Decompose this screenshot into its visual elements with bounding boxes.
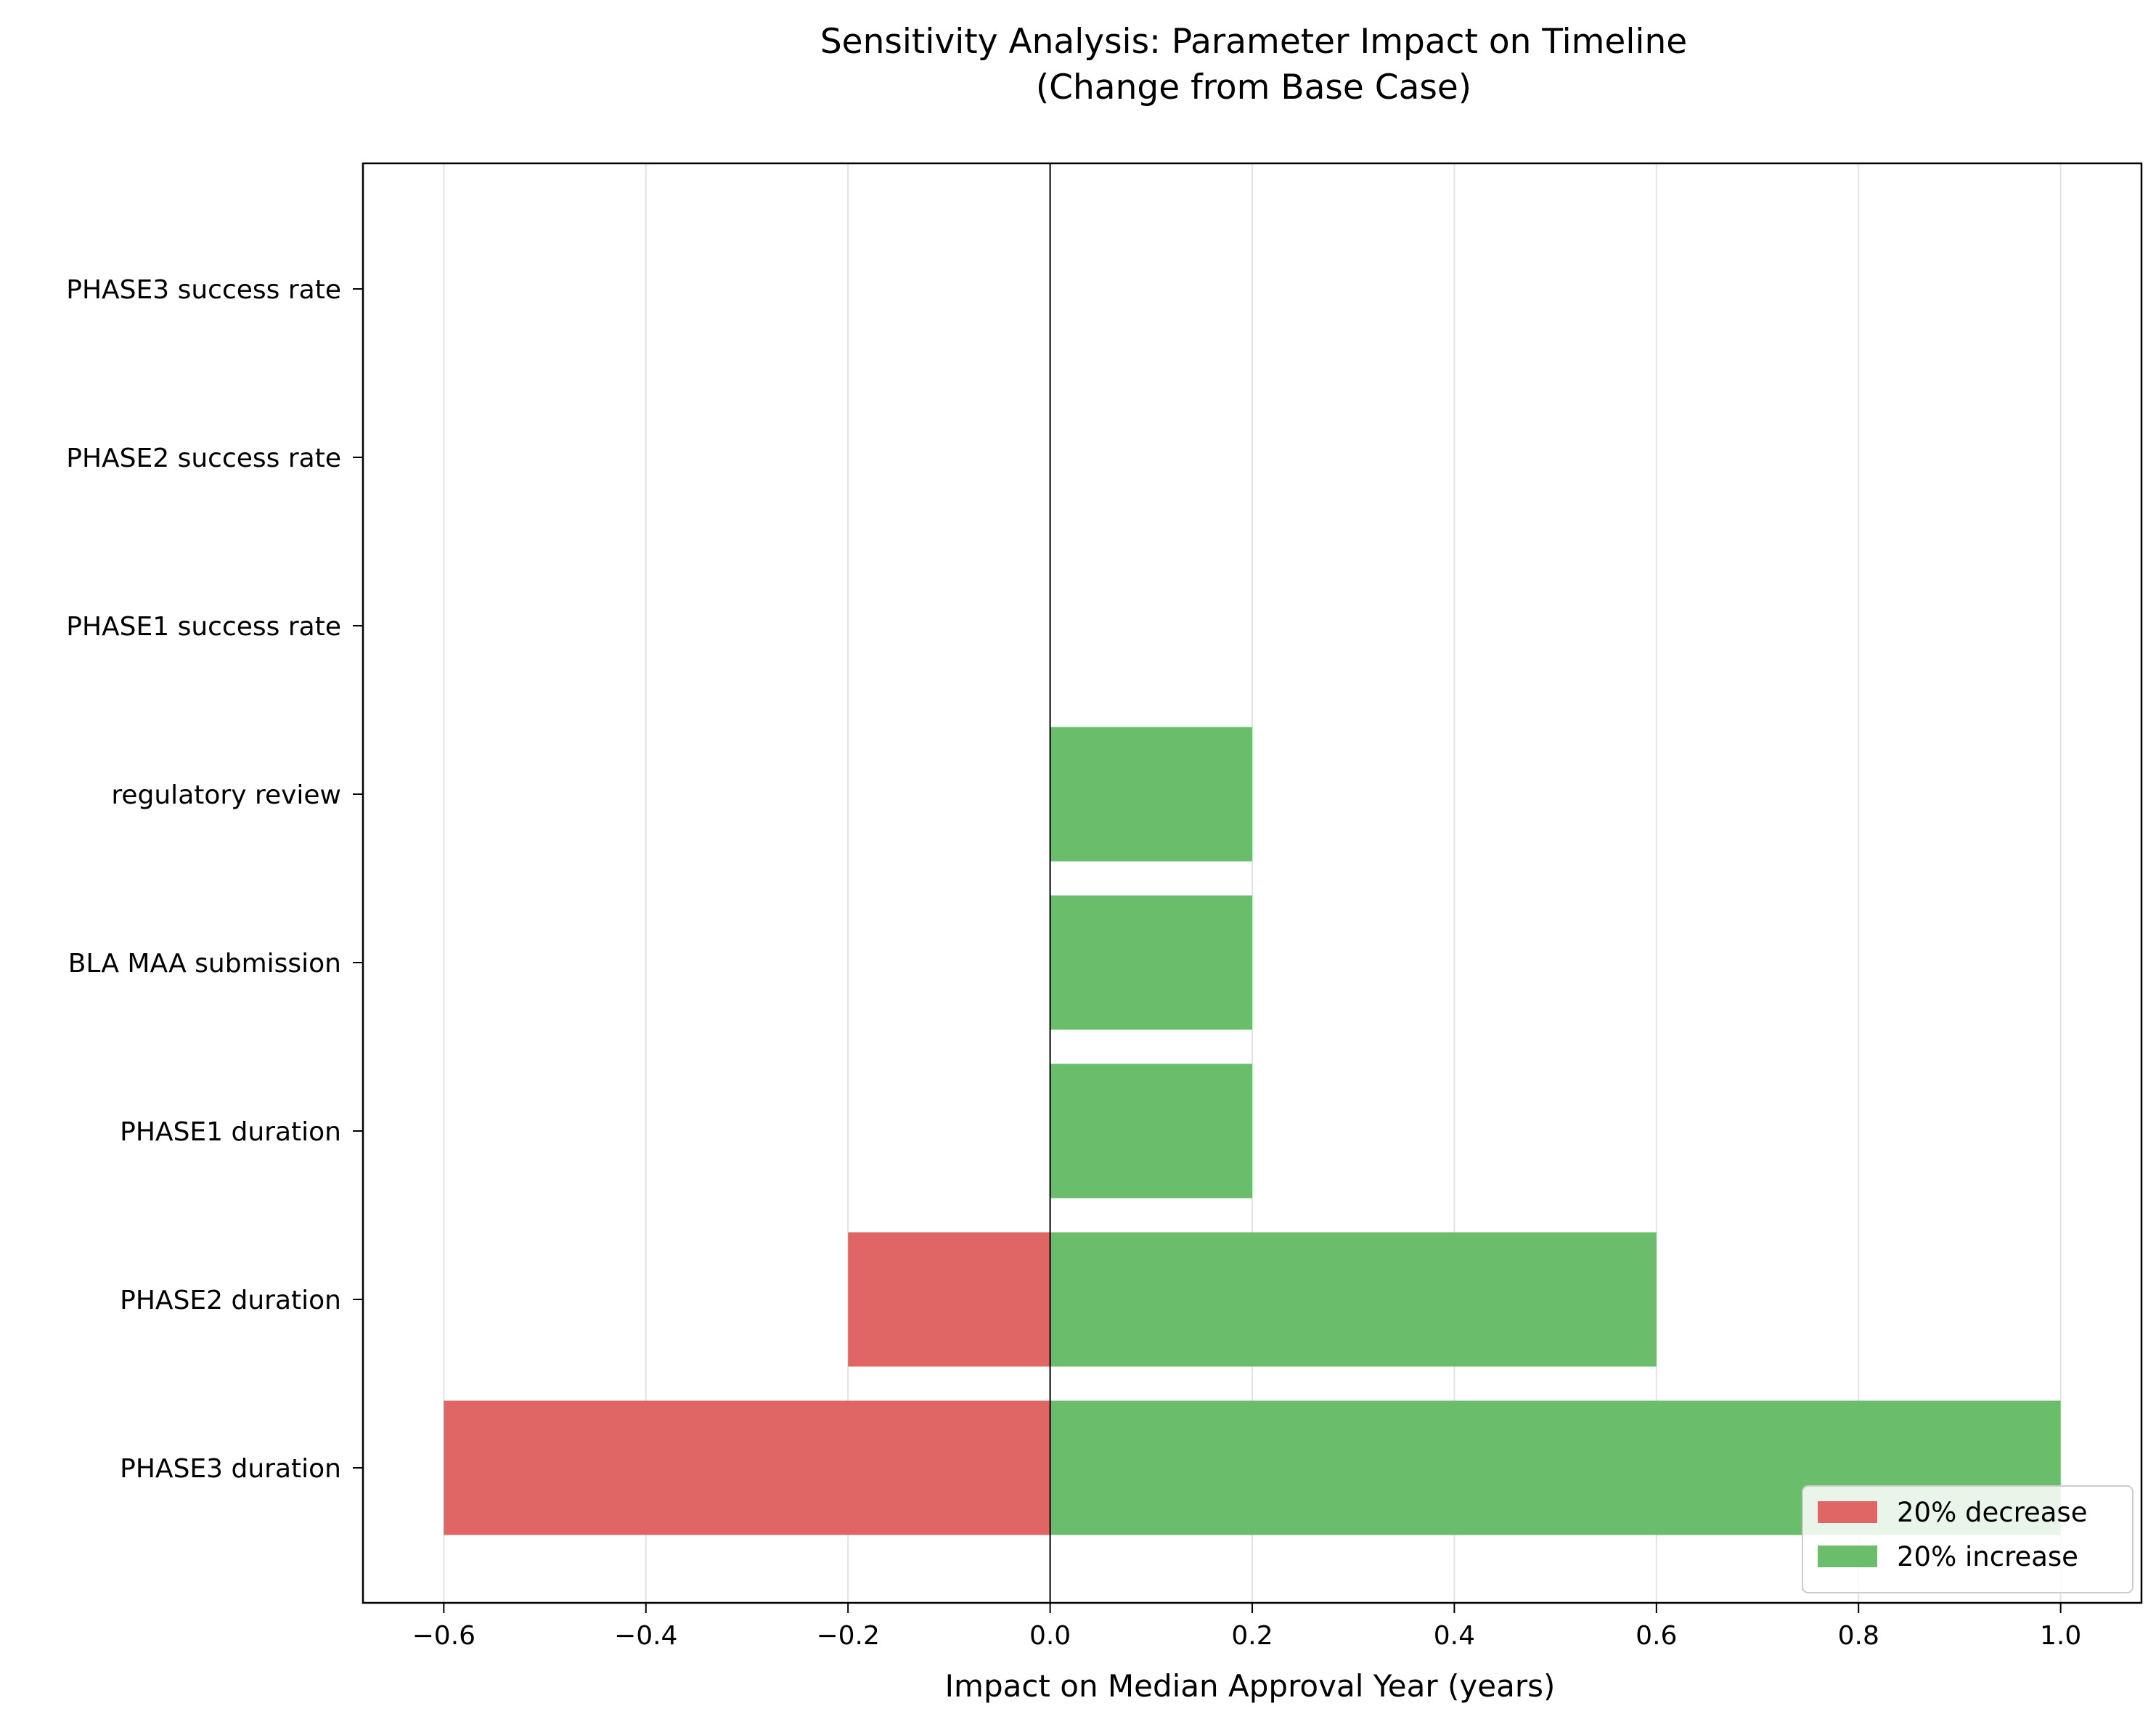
x-tick-label-4: 0.2 bbox=[1231, 1621, 1273, 1651]
y-axis-ticks: PHASE3 duration PHASE2 duration PHASE1 dur… bbox=[66, 275, 363, 1484]
x-axis-ticks: −0.6 −0.4 −0.2 0.0 0.2 0.4 0.6 0.8 1.0 bbox=[412, 1603, 2081, 1651]
legend-label-1: 20% increase bbox=[1897, 1541, 2078, 1572]
x-tick-label-3: 0.0 bbox=[1029, 1621, 1071, 1651]
x-tick-label-1: −0.4 bbox=[614, 1621, 677, 1651]
x-tick-label-0: −0.6 bbox=[412, 1621, 475, 1651]
bar-increase-1 bbox=[1050, 1232, 1657, 1367]
y-tick-label-6: PHASE2 success rate bbox=[66, 444, 341, 473]
bar-increase-2 bbox=[1050, 1063, 1252, 1199]
x-tick-label-7: 0.8 bbox=[1838, 1621, 1879, 1651]
legend-box bbox=[1802, 1485, 2133, 1593]
legend-swatch-1 bbox=[1818, 1546, 1877, 1567]
bar-decrease-1 bbox=[848, 1232, 1050, 1367]
chart-title-line-2: (Change from Base Case) bbox=[1036, 68, 1471, 107]
y-tick-label-7: PHASE3 success rate bbox=[66, 275, 341, 305]
y-tick-label-0: PHASE3 duration bbox=[120, 1454, 341, 1484]
y-tick-label-4: regulatory review bbox=[111, 780, 341, 810]
legend-swatch-0 bbox=[1818, 1501, 1877, 1523]
x-axis-label: Impact on Median Approval Year (years) bbox=[945, 1668, 1556, 1704]
y-tick-label-2: PHASE1 duration bbox=[120, 1117, 341, 1147]
y-tick-label-3: BLA MAA submission bbox=[68, 949, 341, 979]
legend: 20% decrease 20% increase bbox=[1802, 1485, 2133, 1593]
legend-label-0: 20% decrease bbox=[1897, 1497, 2087, 1528]
chart-title-line-1: Sensitivity Analysis: Parameter Impact o… bbox=[820, 22, 1687, 62]
bar-increase-4 bbox=[1050, 727, 1252, 862]
x-tick-label-2: −0.2 bbox=[816, 1621, 879, 1651]
y-tick-label-5: PHASE1 success rate bbox=[66, 612, 341, 642]
x-tick-label-6: 0.6 bbox=[1636, 1621, 1677, 1651]
bar-decrease-0 bbox=[444, 1400, 1050, 1535]
bars bbox=[444, 727, 2061, 1535]
bar-increase-3 bbox=[1050, 895, 1252, 1030]
x-tick-label-5: 0.4 bbox=[1434, 1621, 1475, 1651]
y-tick-label-1: PHASE2 duration bbox=[120, 1286, 341, 1315]
x-tick-label-8: 1.0 bbox=[2040, 1621, 2081, 1651]
